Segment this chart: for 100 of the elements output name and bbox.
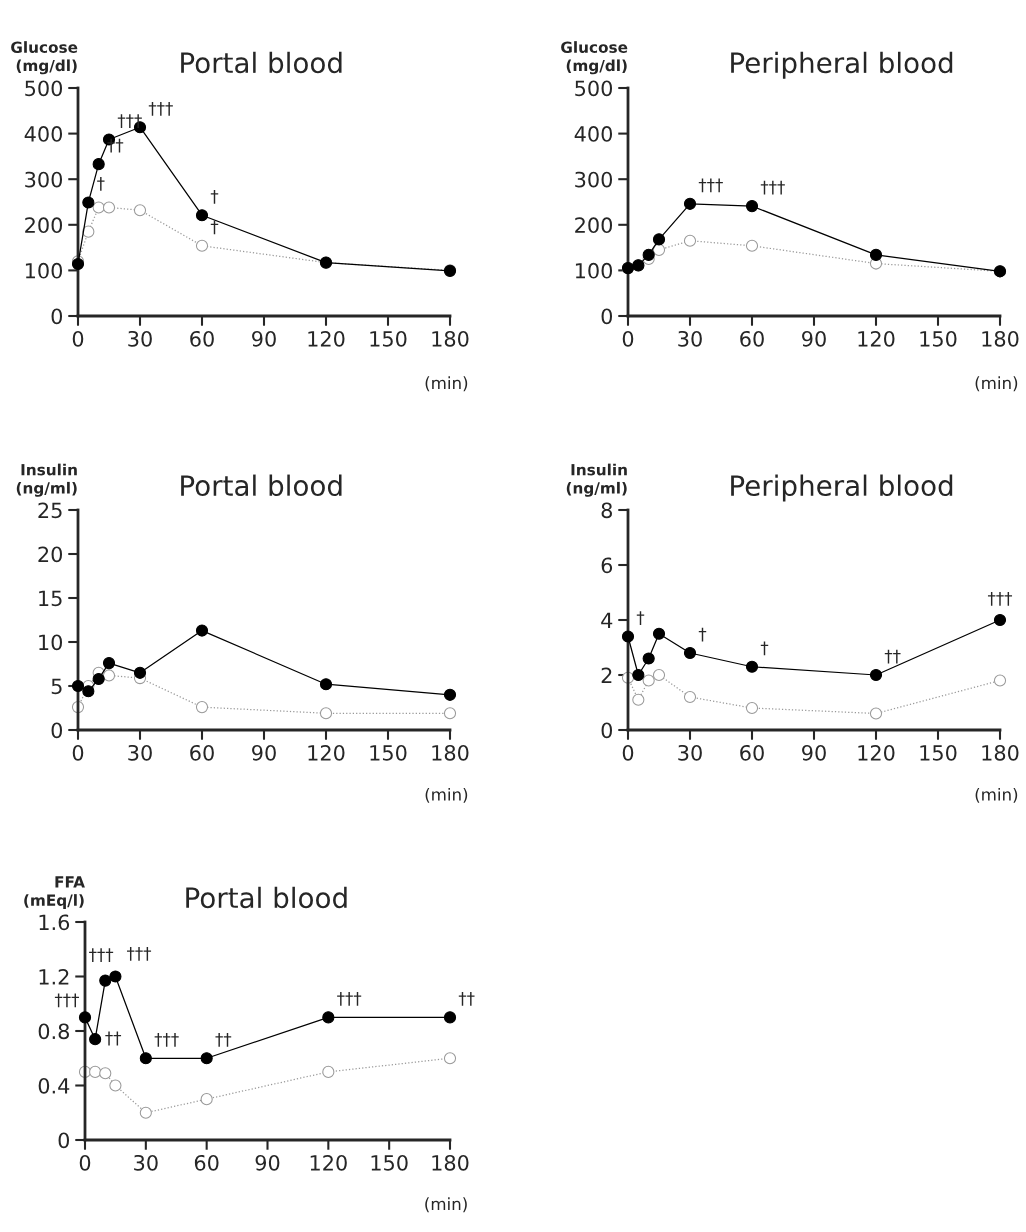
y-tick-label: 6 — [601, 557, 613, 574]
annotation: ††† — [337, 992, 362, 1006]
y-tick-label: 0 — [58, 1132, 70, 1149]
y-axis-title: FFA (mEq/l) — [24, 876, 85, 909]
y-tick-label: 200 — [575, 217, 613, 234]
chart-title: Portal blood — [181, 474, 342, 497]
x-tick-label: 0 — [72, 744, 84, 761]
annotation: ††† — [154, 1032, 179, 1047]
y-tick-label: 300 — [25, 171, 63, 188]
x-tick-label: 150 — [370, 330, 407, 347]
point — [443, 1011, 457, 1024]
y-tick-label: 200 — [25, 217, 63, 234]
y-axis-title: Glucose (mg/dl) — [11, 41, 78, 75]
y-tick-label: 1.2 — [39, 968, 69, 985]
annotation: †† — [105, 1031, 122, 1046]
point — [92, 672, 105, 686]
x-tick-label: 30 — [128, 744, 152, 761]
y-tick-label: 10 — [39, 634, 63, 651]
point — [92, 201, 105, 214]
point — [993, 613, 1007, 627]
point — [109, 970, 122, 983]
y-tick-label: 1.6 — [39, 914, 70, 931]
point — [82, 225, 95, 238]
point — [82, 196, 95, 209]
y-tick-label: 0 — [51, 722, 63, 739]
point — [195, 239, 209, 252]
y-tick-label: 500 — [25, 80, 63, 97]
point — [89, 1033, 102, 1046]
annotation: † — [698, 627, 707, 642]
point — [322, 1065, 335, 1078]
x-tick-label: 90 — [252, 744, 276, 761]
point — [195, 209, 209, 222]
point — [78, 1011, 92, 1024]
x-tick-label: 120 — [858, 744, 895, 761]
x-tick-label: 90 — [252, 330, 276, 347]
point — [632, 668, 645, 682]
y-tick-label: 5 — [51, 678, 62, 695]
chart-title: Peripheral blood — [731, 51, 953, 79]
point — [92, 158, 105, 171]
y-tick-label: 0.8 — [38, 1023, 69, 1040]
point — [745, 660, 759, 673]
y-tick-label: 100 — [25, 262, 63, 279]
x-axis-title: (min) — [425, 787, 468, 803]
point — [89, 1065, 102, 1078]
point — [443, 688, 457, 701]
point — [102, 669, 116, 682]
x-tick-label: 180 — [432, 1154, 469, 1171]
annotation: ††† — [698, 178, 723, 193]
x-tick-label: 60 — [740, 744, 764, 761]
point — [71, 679, 85, 693]
annotation: † — [760, 641, 769, 656]
y-tick-label: 400 — [24, 126, 63, 142]
x-tick-label: 0 — [72, 330, 84, 347]
annotation: † — [636, 611, 645, 625]
point — [443, 1052, 457, 1065]
point — [82, 685, 95, 698]
y-tick-label: 500 — [575, 80, 613, 97]
x-axis-title: (min) — [425, 376, 468, 392]
annotation: ††† — [760, 180, 785, 195]
x-tick-label: 0 — [622, 744, 634, 761]
x-tick-label: 150 — [370, 744, 407, 761]
y-tick-label: 15 — [39, 590, 62, 607]
point — [652, 233, 666, 246]
y-tick-label: 0 — [601, 722, 613, 739]
y-tick-label: 0 — [51, 308, 63, 325]
x-tick-label: 0 — [79, 1154, 91, 1171]
x-tick-label: 120 — [308, 744, 345, 761]
annotation: ††† — [148, 101, 173, 116]
y-tick-label: 20 — [38, 546, 63, 563]
annotation: †† — [884, 649, 901, 664]
x-tick-label: 120 — [310, 1154, 347, 1171]
y-axis-title: Insulin (ng/ml) — [566, 463, 627, 497]
point — [200, 1093, 213, 1106]
x-tick-label: 180 — [432, 330, 469, 347]
point — [683, 234, 697, 247]
point — [652, 627, 666, 640]
point — [133, 204, 147, 217]
point — [993, 674, 1007, 687]
x-tick-label: 0 — [622, 330, 634, 347]
annotation: † — [97, 177, 105, 191]
chart-title: Portal blood — [181, 51, 342, 74]
point — [745, 701, 759, 715]
x-tick-label: 90 — [255, 1154, 280, 1171]
point — [139, 1106, 152, 1119]
annotation: †† — [215, 1032, 232, 1047]
point — [139, 1052, 152, 1065]
point — [683, 690, 697, 704]
x-tick-label: 120 — [858, 330, 895, 347]
point — [443, 707, 457, 720]
point — [869, 248, 883, 261]
point — [632, 693, 645, 706]
y-axis-title: Glucose (mg/dl) — [561, 41, 628, 75]
y-tick-label: 100 — [575, 262, 613, 279]
point — [642, 248, 655, 261]
point — [652, 668, 666, 682]
annotation: †† — [458, 992, 475, 1006]
x-tick-label: 60 — [190, 744, 214, 761]
x-tick-label: 150 — [371, 1154, 408, 1171]
point — [745, 200, 759, 213]
point — [319, 678, 333, 691]
